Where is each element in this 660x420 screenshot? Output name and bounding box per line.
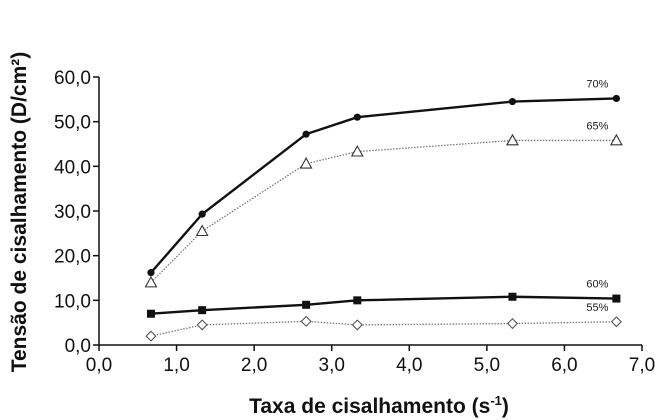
data-point [146,309,155,318]
series-layer [144,94,623,342]
data-point [302,130,310,138]
data-point [350,144,364,157]
data-point [612,94,621,103]
data-point [612,294,621,303]
x-axis-title: Taxa de cisalhamento (s-1) [249,393,509,418]
data-point [302,300,311,309]
data-point [353,296,362,305]
x-tick-label: 5,0 [474,355,500,376]
data-point [144,275,158,288]
x-axis-title-end: ) [502,395,509,418]
data-point [195,224,209,237]
x-tick-label: 6,0 [551,355,577,376]
series-line [150,139,617,283]
data-point [506,317,519,330]
x-axis-title-sup: -1 [490,393,502,408]
data-point [198,306,207,315]
x-tick-label: 0,0 [86,355,112,376]
series-line [150,320,617,337]
y-tick-label: 0,0 [65,336,91,357]
data-point [351,319,363,331]
series-line [150,97,617,274]
x-tick-label: 1,0 [163,355,189,376]
y-tick-label: 40,0 [54,157,91,178]
series-label: 55% [586,302,608,314]
data-point [145,330,157,342]
data-point [610,316,622,328]
series-60pct [146,292,621,318]
series-70pct [147,94,621,277]
data-point [300,315,312,327]
data-point [353,113,361,121]
data-point [506,133,519,146]
data-point [299,157,313,169]
x-tick-label: 3,0 [319,355,345,376]
y-tick-label: 50,0 [54,113,91,134]
y-tick-label: 10,0 [54,291,91,312]
data-point [508,292,517,301]
axes [98,77,642,346]
ticks: 0,0 10,0 20,0 30,0 40,0 50,0 60,0 0,0 1,0 2,0 3,0 4… [54,68,655,376]
y-tick-label: 60,0 [54,68,91,89]
series-label: 70% [586,78,608,90]
series-line [150,295,617,315]
y-axis-title: Tensão de cisalhamento (D/cm²) [8,52,31,373]
y-tick-label: 20,0 [54,247,91,268]
data-point [147,269,155,277]
labels-layer: 70% 65% 60% 55% [586,78,608,313]
data-point [196,319,208,331]
x-tick-label: 7,0 [629,355,655,376]
x-tick-label: 2,0 [241,355,267,376]
data-point [609,133,623,146]
series-55pct [145,315,622,342]
data-point [508,97,517,106]
y-tick-label: 30,0 [54,202,91,223]
series-label: 60% [586,279,608,291]
series-label: 65% [586,120,608,132]
x-axis-title-main: Taxa de cisalhamento (s [249,395,490,418]
data-point [198,210,206,218]
series-65pct [144,133,623,288]
x-tick-label: 4,0 [396,355,422,376]
